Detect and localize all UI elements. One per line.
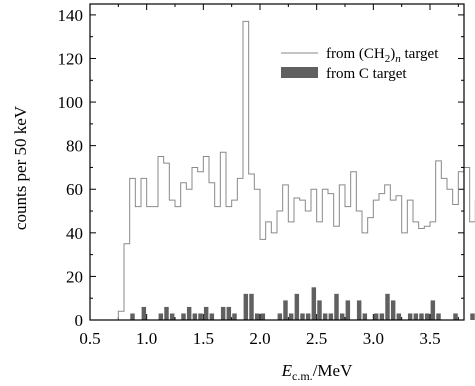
c-target-bar — [311, 287, 317, 320]
c-target-bar — [254, 313, 260, 320]
c-target-bar — [203, 306, 209, 320]
y-tick-label: 140 — [58, 6, 84, 25]
x-axis-label: Ec.m./MeV — [281, 361, 353, 383]
c-target-bar — [419, 313, 424, 320]
y-tick-label: 0 — [75, 311, 84, 330]
legend: from (CH2)n target from C target — [281, 46, 439, 82]
c-target-bar — [198, 313, 203, 320]
c-target-bar — [288, 313, 294, 320]
c-target-bar — [470, 313, 475, 320]
c-target-bar — [181, 313, 186, 320]
ch2n-target-histogram — [117, 20, 475, 320]
c-target-bar — [373, 313, 379, 320]
c-target-bar — [294, 293, 300, 320]
c-target-bar — [413, 313, 419, 320]
y-tick-label: 120 — [58, 49, 84, 68]
plot-frame — [89, 3, 465, 321]
y-tick-labels: 0 20 40 60 80 100 120 140 — [58, 6, 84, 330]
c-target-bar — [249, 293, 254, 320]
c-target-bar — [220, 306, 226, 320]
c-target-bar — [396, 313, 402, 320]
x-tick-label: 1.0 — [136, 329, 157, 348]
y-tick-label: 60 — [66, 180, 83, 199]
y-tick-label: 100 — [58, 93, 84, 112]
c-target-bar — [300, 313, 305, 320]
c-target-bar — [232, 313, 237, 320]
c-target-bar — [436, 313, 441, 320]
y-tick-label: 80 — [66, 137, 83, 156]
c-target-bar — [345, 300, 351, 320]
c-target-bar — [141, 306, 147, 320]
x-tick-label: 3.5 — [419, 329, 440, 348]
x-tick-label: 2.5 — [306, 329, 327, 348]
c-target-bar — [334, 293, 339, 320]
c-target-bar — [339, 313, 345, 320]
c-target-bar — [169, 313, 175, 320]
c-target-bar — [328, 313, 334, 320]
c-target-bar — [186, 306, 192, 320]
c-target-bar — [277, 313, 283, 320]
x-tick-label: 2.0 — [249, 329, 270, 348]
y-tick-label: 20 — [66, 267, 83, 286]
x-tick-label: 0.5 — [79, 329, 100, 348]
x-tick-labels: 0.5 1.0 1.5 2.0 2.5 3.0 3.5 — [79, 329, 440, 348]
c-target-bar — [283, 300, 288, 320]
c-target-bar — [130, 313, 135, 320]
legend-entry-c: from C target — [326, 66, 407, 82]
c-target-bar — [424, 313, 430, 320]
c-target-bar — [385, 293, 390, 320]
c-target-bar — [305, 313, 311, 320]
c-target-bar — [362, 313, 368, 320]
c-target-bar — [226, 306, 232, 320]
y-tick-label: 40 — [66, 224, 83, 243]
c-target-bar — [356, 300, 362, 320]
c-target-bar — [164, 306, 169, 320]
c-target-bar — [158, 313, 164, 320]
c-target-bar — [322, 313, 328, 320]
c-target-bar — [260, 313, 266, 320]
c-target-bar — [379, 313, 385, 320]
c-target-histogram — [130, 287, 475, 320]
x-tick-label: 1.5 — [193, 329, 214, 348]
x-tick-label: 3.0 — [363, 329, 384, 348]
c-target-bar — [192, 313, 198, 320]
c-target-bar — [453, 313, 458, 320]
y-axis-label: counts per 50 keV — [11, 105, 30, 230]
legend-entry-ch2n: from (CH2)n target — [326, 46, 439, 65]
c-target-bar — [430, 300, 436, 320]
c-target-bar — [407, 313, 413, 320]
c-target-bar — [209, 313, 215, 320]
c-target-bar — [390, 300, 396, 320]
legend-filled-swatch — [281, 67, 318, 78]
c-target-bar — [317, 300, 322, 320]
c-target-bar — [243, 293, 249, 320]
